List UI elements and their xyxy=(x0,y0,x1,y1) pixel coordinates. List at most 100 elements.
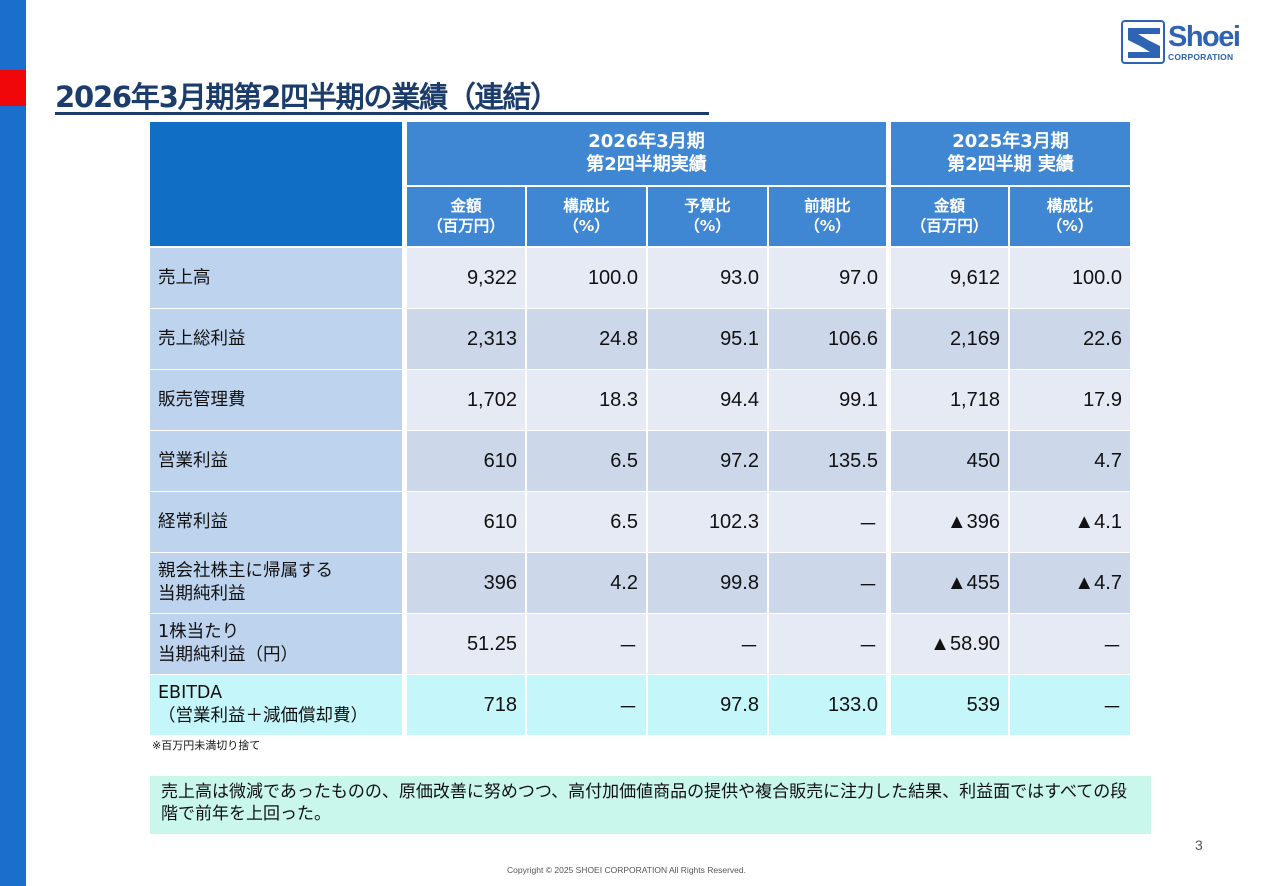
column-header-ratio-prior: 構成比 （%） xyxy=(1010,187,1130,246)
row-label-line1: EBITDA xyxy=(158,683,223,704)
company-logo: Shoei CORPORATION xyxy=(1121,19,1261,65)
group-header-current: 2026年3月期 第2四半期実績 xyxy=(407,122,886,185)
cell-amount-current: 610 xyxy=(407,492,525,552)
group-header-prior-line2: 第2四半期 実績 xyxy=(947,153,1074,175)
cell-ratio-current: － xyxy=(527,675,646,735)
page-title: 2026年3月期第2四半期の業績（連結） xyxy=(55,80,559,114)
cell-ratio-prior: － xyxy=(1010,614,1130,674)
row-label: EBITDA （営業利益＋減価償却費） xyxy=(150,675,402,735)
cell-amount-prior: 539 xyxy=(891,675,1008,735)
cell-amount-current: 51.25 xyxy=(407,614,525,674)
row-label: 売上高 xyxy=(150,248,402,308)
left-side-bar xyxy=(0,0,26,886)
cell-budget-ratio: － xyxy=(648,614,767,674)
cell-yoy-ratio: 97.0 xyxy=(769,248,886,308)
row-label: 営業利益 xyxy=(150,431,402,491)
group-header-current-line1: 2026年3月期 xyxy=(588,131,705,152)
cell-yoy-ratio: 106.6 xyxy=(769,309,886,369)
cell-budget-ratio: 93.0 xyxy=(648,248,767,308)
cell-ratio-prior: 22.6 xyxy=(1010,309,1130,369)
cell-ratio-current: 6.5 xyxy=(527,492,646,552)
cell-amount-prior: ▲396 xyxy=(891,492,1008,552)
cell-ratio-prior: － xyxy=(1010,675,1130,735)
column-header-label: 予算比 xyxy=(684,197,731,216)
row-label-line1: 売上総利益 xyxy=(158,328,246,349)
cell-budget-ratio: 95.1 xyxy=(648,309,767,369)
cell-budget-ratio: 102.3 xyxy=(648,492,767,552)
logo-subtitle: CORPORATION xyxy=(1168,51,1234,62)
row-label: 1株当たり 当期純利益（円） xyxy=(150,614,402,674)
table-corner-cell xyxy=(150,122,402,246)
cell-ratio-current: － xyxy=(527,614,646,674)
cell-yoy-ratio: 133.0 xyxy=(769,675,886,735)
column-header-label: 構成比 xyxy=(563,197,610,216)
cell-budget-ratio: 99.8 xyxy=(648,553,767,613)
cell-amount-current: 2,313 xyxy=(407,309,525,369)
shoei-s-mark-icon xyxy=(1121,20,1165,64)
column-header-budget-ratio: 予算比 （%） xyxy=(648,187,767,246)
left-red-accent xyxy=(0,70,26,106)
cell-yoy-ratio: 135.5 xyxy=(769,431,886,491)
cell-ratio-prior: 100.0 xyxy=(1010,248,1130,308)
cell-amount-current: 1,702 xyxy=(407,370,525,430)
column-header-unit: （百万円） xyxy=(910,216,989,235)
row-label-line1: 営業利益 xyxy=(158,450,228,471)
column-header-unit: （%） xyxy=(563,216,610,235)
column-header-yoy-ratio: 前期比 （%） xyxy=(769,187,886,246)
cell-amount-current: 610 xyxy=(407,431,525,491)
cell-budget-ratio: 94.4 xyxy=(648,370,767,430)
cell-budget-ratio: 97.2 xyxy=(648,431,767,491)
column-header-amount-prior: 金額 （百万円） xyxy=(891,187,1008,246)
row-label-line1: 売上高 xyxy=(158,267,211,288)
copyright: Copyright © 2025 SHOEI CORPORATION All R… xyxy=(507,865,746,875)
cell-ratio-current: 18.3 xyxy=(527,370,646,430)
row-label: 経常利益 xyxy=(150,492,402,552)
column-header-unit: （%） xyxy=(1046,216,1094,235)
cell-amount-prior: ▲58.90 xyxy=(891,614,1008,674)
cell-amount-prior: ▲455 xyxy=(891,553,1008,613)
footnote: ※百万円未満切り捨て xyxy=(152,739,261,752)
cell-ratio-current: 100.0 xyxy=(527,248,646,308)
column-header-unit: （百万円） xyxy=(427,216,505,235)
column-header-amount-current: 金額 （百万円） xyxy=(407,187,525,246)
title-underline xyxy=(55,112,709,115)
cell-ratio-prior: ▲4.1 xyxy=(1010,492,1130,552)
cell-amount-prior: 450 xyxy=(891,431,1008,491)
summary-box: 売上高は微減であったものの、原価改善に努めつつ、高付加価値商品の提供や複合販売に… xyxy=(150,776,1151,834)
row-label-line2: 当期純利益（円） xyxy=(158,645,298,665)
column-header-label: 金額 xyxy=(450,197,482,216)
cell-amount-prior: 9,612 xyxy=(891,248,1008,308)
group-header-current-line2: 第2四半期実績 xyxy=(586,153,707,175)
cell-amount-current: 396 xyxy=(407,553,525,613)
cell-ratio-prior: 4.7 xyxy=(1010,431,1130,491)
cell-amount-prior: 1,718 xyxy=(891,370,1008,430)
cell-budget-ratio: 97.8 xyxy=(648,675,767,735)
column-header-unit: （%） xyxy=(804,216,851,235)
cell-ratio-prior: 17.9 xyxy=(1010,370,1130,430)
group-header-prior: 2025年3月期 第2四半期 実績 xyxy=(891,122,1130,185)
cell-amount-prior: 2,169 xyxy=(891,309,1008,369)
row-label-line1: 販売管理費 xyxy=(158,389,246,410)
logo-name: Shoei xyxy=(1168,20,1241,53)
cell-ratio-current: 6.5 xyxy=(527,431,646,491)
cell-amount-current: 718 xyxy=(407,675,525,735)
row-label: 売上総利益 xyxy=(150,309,402,369)
cell-yoy-ratio: － xyxy=(769,614,886,674)
column-header-label: 金額 xyxy=(933,197,965,216)
cell-amount-current: 9,322 xyxy=(407,248,525,308)
column-header-label: 構成比 xyxy=(1046,197,1094,216)
row-label-line1: 親会社株主に帰属する xyxy=(158,561,333,582)
cell-yoy-ratio: 99.1 xyxy=(769,370,886,430)
row-label-line2: （営業利益＋減価償却費） xyxy=(158,706,368,726)
cell-ratio-prior: ▲4.7 xyxy=(1010,553,1130,613)
column-header-ratio-current: 構成比 （%） xyxy=(527,187,646,246)
cell-yoy-ratio: － xyxy=(769,492,886,552)
row-label: 親会社株主に帰属する 当期純利益 xyxy=(150,553,402,613)
cell-yoy-ratio: － xyxy=(769,553,886,613)
page-number: 3 xyxy=(1195,837,1203,853)
row-label-line2: 当期純利益 xyxy=(158,584,246,604)
cell-ratio-current: 24.8 xyxy=(527,309,646,369)
column-header-label: 前期比 xyxy=(804,197,851,216)
group-header-prior-line1: 2025年3月期 xyxy=(952,131,1069,152)
row-label-line1: 1株当たり xyxy=(158,622,240,643)
